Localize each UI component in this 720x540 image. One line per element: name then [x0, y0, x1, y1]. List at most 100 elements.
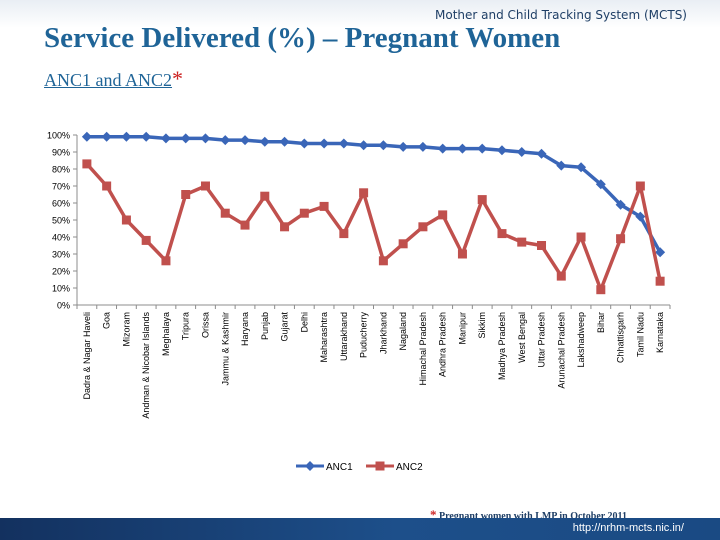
anc2-point [220, 208, 230, 218]
x-tick-label: Gujarat [280, 312, 290, 342]
anc1-point [516, 147, 527, 157]
anc1-point [595, 179, 606, 190]
anc1-point [437, 143, 448, 154]
x-tick-label: Manipur [457, 312, 467, 345]
anc1-point [299, 138, 310, 149]
anc2-line [85, 162, 662, 292]
anc1-point [121, 131, 132, 142]
anc2-point [438, 210, 448, 220]
anc1-point [398, 141, 409, 152]
legend-label-anc1: ANC1 [326, 462, 353, 473]
anc2-point [418, 222, 428, 232]
anc2-point [635, 181, 645, 191]
y-tick-label: 0% [57, 301, 70, 311]
anc2-point [260, 191, 270, 201]
footnote: * Pregnant women with LMP in October 201… [430, 507, 627, 523]
anc1-point [417, 141, 428, 152]
x-tick-label: Puducherry [359, 312, 369, 359]
anc1-point [259, 136, 270, 147]
y-tick-label: 10% [52, 284, 70, 294]
anc1-point [556, 160, 567, 171]
footer-bar: http://nrhm-mcts.nic.in/ [0, 518, 720, 540]
x-tick-label: Uttar Pradesh [537, 312, 547, 368]
anc2-point [141, 235, 151, 245]
x-tick-label: Jharkhand [378, 312, 388, 354]
anc1-point [81, 131, 92, 142]
anc2-point [200, 181, 210, 191]
anc1-point [240, 135, 251, 146]
anc1-point [635, 211, 646, 222]
anc1-point [319, 138, 330, 149]
anc2-point [596, 285, 606, 295]
x-tick-label: Tamil Nadu [635, 312, 645, 357]
y-tick-label: 90% [52, 148, 70, 158]
legend-label-anc2: ANC2 [396, 462, 423, 473]
anc1-point [200, 133, 211, 144]
x-tick-label: West Bengal [517, 312, 527, 363]
y-tick-label: 80% [52, 165, 70, 175]
anc1-point [160, 133, 171, 144]
anc1-point [180, 133, 191, 144]
x-tick-label: Andhra Pradesh [438, 312, 448, 377]
x-tick-label: Arunachal Pradesh [556, 312, 566, 389]
y-tick-label: 60% [52, 199, 70, 209]
anc2-point [556, 271, 566, 281]
header-band: Mother and Child Tracking System (MCTS) [0, 0, 720, 28]
anc1-point [358, 140, 369, 151]
anc2-point [181, 190, 191, 199]
line-chart: 0% 10% 20% 30% 40% 50% 60% 70% 80% 90% 100% Dadra &… [47, 131, 671, 473]
y-tick-label: 70% [52, 182, 70, 192]
x-tick-label: Madhya Pradesh [497, 312, 507, 380]
subtitle: ANC1 and ANC2* [44, 66, 183, 92]
anc2-point [121, 215, 131, 225]
footnote-asterisk: * [430, 507, 437, 522]
x-tick-label: Mizoram [121, 312, 131, 347]
y-tick-label: 40% [52, 233, 70, 243]
x-tick-label: Punjab [260, 312, 270, 340]
anc2-point [537, 241, 547, 250]
x-tick-label: Haryana [240, 312, 250, 346]
x-tick-label: Maharashtra [319, 312, 329, 363]
footer-url[interactable]: http://nrhm-mcts.nic.in/ [572, 522, 684, 534]
x-tick-label: Chhattisgarh [616, 312, 626, 363]
x-tick-label: Sikkim [477, 312, 487, 339]
anc1-point [536, 148, 547, 159]
anc2-point [497, 229, 507, 239]
anc2-point [339, 229, 349, 239]
footnote-text: Pregnant women with LMP in October 2011 [439, 511, 627, 522]
anc2-point [280, 222, 290, 232]
anc1-point [615, 199, 626, 210]
anc2-point [299, 208, 309, 218]
anc1-point [141, 131, 152, 142]
x-tick-label: Goa [102, 312, 112, 329]
anc2-point [378, 256, 388, 266]
anc2-point [517, 237, 527, 247]
system-name: Mother and Child Tracking System (MCTS) [435, 8, 687, 22]
anc2-point [477, 195, 487, 205]
y-tick-label: 20% [52, 267, 70, 277]
anc1-point [378, 140, 389, 151]
x-tick-label: Himachal Pradesh [418, 312, 428, 386]
x-tick-label: Jammu & Kashmir [220, 312, 230, 386]
anc1-point [655, 247, 666, 258]
x-tick-label: Delhi [299, 312, 309, 333]
x-tick-label: Lakshadweep [576, 312, 586, 368]
x-tick-label: Uttarakhand [339, 312, 349, 361]
anc2-point [576, 232, 586, 242]
x-tick-label: Karnataka [655, 312, 665, 353]
anc2-point [102, 181, 112, 191]
subtitle-asterisk: * [172, 66, 184, 91]
x-tick-label: Orissa [200, 312, 210, 338]
anc2-point [240, 220, 250, 230]
anc2-point [457, 249, 467, 259]
x-tick-label: Tripura [181, 312, 191, 340]
anc1-point [576, 162, 587, 173]
legend-marker-anc2 [375, 461, 385, 471]
anc1-point [101, 131, 112, 142]
x-tick-label: Nagaland [398, 312, 408, 351]
anc2-point [161, 256, 171, 266]
x-tick-label: Meghalaya [161, 312, 171, 356]
anc2-point [398, 239, 408, 249]
anc1-point [477, 143, 488, 154]
anc1-point [496, 145, 507, 156]
